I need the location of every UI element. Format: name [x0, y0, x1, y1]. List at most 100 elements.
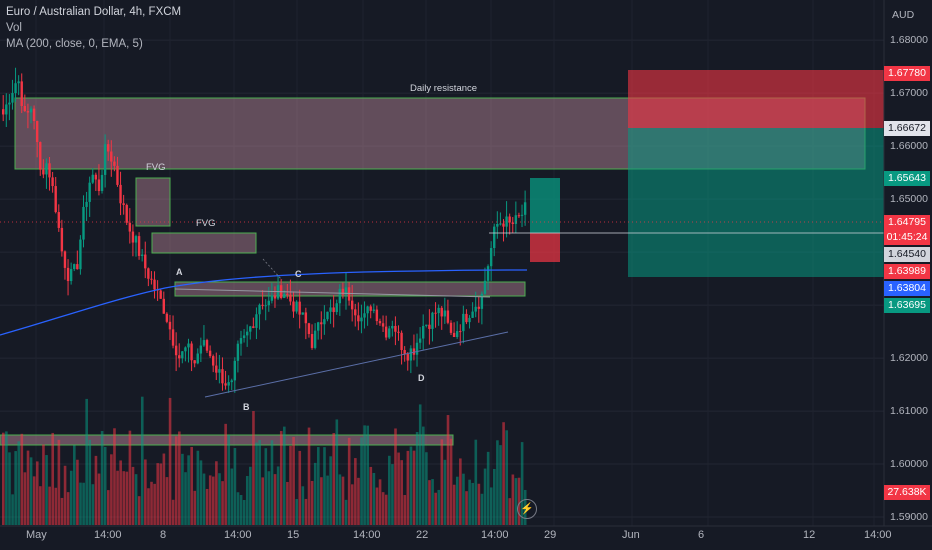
- candle-body: [131, 231, 135, 243]
- fvg-label-1: FVG: [146, 162, 166, 173]
- price-tag: 1.67780: [884, 66, 930, 81]
- candle-body: [354, 309, 357, 316]
- candle-body: [412, 348, 416, 355]
- candle-body: [446, 310, 450, 323]
- fvg-zone-2: [151, 232, 257, 254]
- volume-bar: [5, 431, 8, 525]
- volume-bar: [178, 431, 181, 525]
- volume-bar: [153, 483, 156, 525]
- time-tick-label: 8: [160, 529, 167, 541]
- time-tick-label: 22: [416, 529, 429, 541]
- candle-body: [88, 182, 91, 202]
- candle-body: [202, 340, 206, 346]
- candle-body: [286, 293, 289, 295]
- candle-body: [103, 144, 107, 175]
- trend-line-upper: [174, 288, 491, 298]
- price-tag: 01:45:24: [884, 230, 930, 245]
- candle-body: [233, 360, 237, 381]
- candle-body: [113, 161, 116, 166]
- price-tag: 1.63804: [884, 281, 930, 296]
- candle-body: [66, 267, 70, 282]
- ma-indicator-label[interactable]: MA (200, close, 0, EMA, 5): [6, 38, 143, 50]
- volume-bar: [292, 436, 295, 525]
- chart-title[interactable]: Euro / Australian Dollar, 4h, FXCM: [6, 6, 182, 18]
- volume-bar: [165, 477, 169, 525]
- candle-body: [63, 251, 67, 268]
- volume-bar: [496, 440, 499, 525]
- candle-body: [17, 81, 20, 84]
- candle-body: [242, 335, 246, 339]
- candle-body: [245, 331, 249, 336]
- candle-body: [39, 142, 42, 170]
- volume-bar: [440, 439, 444, 525]
- candle-body: [462, 313, 465, 332]
- volume-bar: [150, 481, 153, 525]
- candle-body: [35, 121, 39, 143]
- candle-body: [317, 322, 320, 331]
- volume-bar: [267, 471, 271, 525]
- price-tick-label: 1.60000: [890, 458, 928, 471]
- candle-body: [347, 287, 351, 301]
- time-tick-label: 14:00: [353, 529, 381, 541]
- volume-bar: [100, 430, 104, 525]
- volume-bar: [63, 465, 67, 525]
- volume-bar: [221, 481, 224, 525]
- candle-body: [304, 312, 308, 324]
- lightning-icon[interactable]: ⚡: [517, 499, 537, 519]
- volume-bar: [79, 482, 82, 525]
- volume-bar: [335, 419, 339, 525]
- candle-body: [119, 184, 122, 204]
- candle-body: [32, 108, 36, 122]
- candle-body: [85, 201, 88, 207]
- ema-200-line: [0, 269, 528, 336]
- candle-body: [313, 330, 317, 348]
- candle-body: [54, 186, 57, 213]
- volume-bar: [449, 438, 453, 525]
- candle-body: [230, 380, 233, 383]
- candle-body: [208, 350, 212, 357]
- volume-bar: [289, 445, 292, 525]
- volume-bar: [276, 466, 280, 525]
- candle-body: [323, 319, 326, 325]
- volume-bar: [443, 459, 447, 525]
- volume-bar: [406, 450, 410, 525]
- candle-body: [107, 144, 110, 152]
- candle-body: [381, 323, 385, 327]
- candle-body: [171, 329, 175, 346]
- candle-body: [76, 264, 79, 270]
- candle-body: [2, 109, 5, 115]
- volume-bar: [366, 425, 370, 525]
- volume-bar: [391, 464, 394, 525]
- volume-bar: [489, 487, 493, 525]
- candle-body: [215, 365, 218, 373]
- volume-bar: [418, 404, 422, 525]
- volume-bar: [326, 475, 329, 525]
- volume-bar: [85, 398, 88, 525]
- candle-body: [255, 314, 258, 328]
- price-tag: 1.64795: [884, 215, 930, 230]
- candle-body: [264, 305, 267, 307]
- candle-body: [508, 216, 511, 223]
- candle-body: [227, 382, 230, 386]
- volume-bar: [520, 442, 524, 525]
- candle-body: [406, 354, 409, 361]
- volume-bar: [147, 488, 150, 525]
- volume-bar: [258, 440, 261, 525]
- volume-bar: [88, 439, 92, 525]
- candle-body: [514, 215, 518, 224]
- time-tick-label: 12: [803, 529, 816, 541]
- volume-bar: [48, 486, 51, 525]
- volume-bar: [239, 494, 243, 525]
- volume-bar: [205, 488, 209, 525]
- candle-body: [26, 111, 30, 113]
- volume-bar: [422, 426, 425, 525]
- candle-body: [437, 307, 440, 314]
- volume-bar: [307, 427, 311, 525]
- volume-bar: [400, 460, 403, 525]
- volume-bar: [26, 450, 30, 525]
- candle-body: [523, 202, 527, 215]
- candle-body: [394, 325, 397, 332]
- vol-indicator-label[interactable]: Vol: [6, 22, 22, 34]
- candle-body: [480, 293, 484, 309]
